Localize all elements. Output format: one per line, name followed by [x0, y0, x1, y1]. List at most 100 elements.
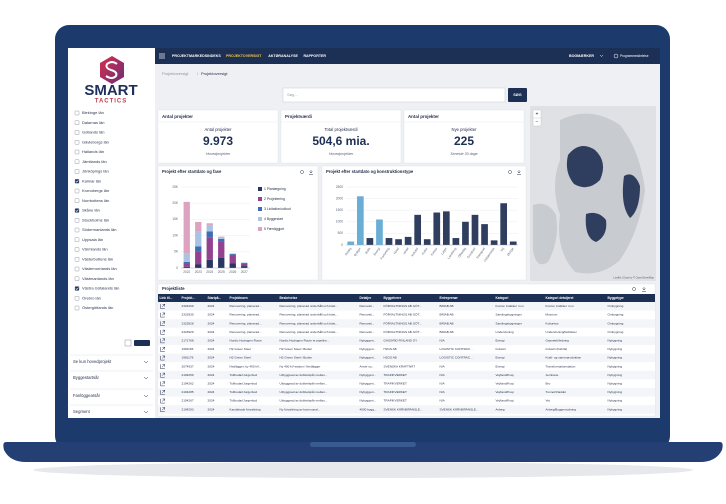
region-label[interactable]: Örebro län: [82, 295, 101, 300]
column-header[interactable]: Byggetype: [608, 296, 625, 300]
row-link-icon[interactable]: [160, 321, 165, 326]
table-row[interactable]: [158, 379, 655, 388]
row-link-icon[interactable]: [160, 355, 165, 361]
row-link-icon[interactable]: [160, 329, 165, 335]
column-header[interactable]: Byggeherre: [384, 296, 402, 300]
region-label[interactable]: Östergötlands län: [82, 305, 113, 310]
region-checkbox[interactable]: [74, 198, 80, 203]
zoom-in[interactable]: +: [536, 111, 539, 117]
region-label[interactable]: Norrbottens län: [82, 198, 109, 203]
row-link-icon[interactable]: [160, 347, 165, 352]
region-label[interactable]: Hallands län: [82, 149, 104, 154]
region-checkbox[interactable]: [74, 130, 80, 135]
column-header[interactable]: Kategori detaljeret: [546, 296, 575, 300]
row-link-icon[interactable]: [160, 364, 165, 369]
row-link-icon[interactable]: [160, 407, 165, 412]
chart-download-icon[interactable]: [517, 170, 521, 175]
region-label[interactable]: Stockholms län: [82, 217, 109, 222]
region-label[interactable]: Dalarnas län: [82, 120, 104, 125]
breadcrumb-item[interactable]: Projektoversigt: [162, 71, 189, 76]
table-download-icon[interactable]: [642, 287, 646, 292]
region-checkbox[interactable]: [74, 266, 80, 272]
table-row[interactable]: [158, 396, 655, 406]
nav-item[interactable]: AKTØRANALYSE: [268, 54, 298, 58]
search-input[interactable]: [282, 87, 506, 103]
region-checkbox[interactable]: [74, 169, 80, 174]
filter-label[interactable]: Fanlöggearsår: [73, 393, 101, 398]
table-row[interactable]: [158, 345, 655, 354]
row-link-icon[interactable]: [160, 381, 165, 387]
filter-label[interactable]: Segment: [73, 409, 91, 414]
row-link-icon[interactable]: [160, 390, 165, 395]
region-checkbox[interactable]: [74, 140, 80, 145]
nav-item[interactable]: RAPPORTER: [303, 54, 326, 58]
search-button[interactable]: [508, 88, 527, 102]
filter-label[interactable]: Se kun hovedprojekt: [73, 359, 112, 364]
clear-button[interactable]: [124, 339, 132, 347]
region-label[interactable]: Jönköpings län: [82, 169, 109, 174]
apply-button[interactable]: [134, 340, 150, 346]
region-label[interactable]: Uppsala län: [82, 237, 103, 242]
table-row[interactable]: [158, 327, 655, 337]
region-checkbox[interactable]: [74, 296, 80, 301]
column-header[interactable]: Link til...: [160, 296, 173, 300]
region-label[interactable]: Västernorrlands län: [82, 266, 117, 271]
zoom-out[interactable]: −: [536, 119, 539, 125]
chart-zoom-icon[interactable]: [508, 170, 512, 174]
bookmarks[interactable]: BOGMÆRKER: [569, 54, 594, 58]
column-header[interactable]: Beskrivelse: [280, 296, 298, 300]
table-row[interactable]: [158, 319, 655, 328]
row-link-icon[interactable]: [160, 304, 165, 309]
column-header[interactable]: Kategori: [496, 296, 509, 300]
menu-icon[interactable]: [159, 53, 165, 59]
region-label[interactable]: Södermanlands län: [82, 227, 116, 232]
table-row[interactable]: [158, 370, 655, 380]
region-label[interactable]: Västerbottens län: [82, 256, 113, 261]
region-checkbox[interactable]: [74, 120, 80, 125]
nav-item[interactable]: PROJEKTOVERSIGT: [226, 54, 262, 58]
region-checkbox[interactable]: [74, 286, 80, 291]
column-header[interactable]: Detaljer: [360, 296, 372, 300]
region-label[interactable]: Västmanlands län: [82, 276, 114, 281]
column-header[interactable]: Projektnavn: [230, 296, 248, 300]
column-header[interactable]: Startpå...: [208, 296, 222, 300]
table-row[interactable]: [158, 353, 655, 363]
filter-label[interactable]: Byggestartsår: [73, 375, 99, 380]
nav-item[interactable]: PROJEKTMARKEDSINDEKS: [172, 54, 221, 58]
region-checkbox[interactable]: [74, 159, 80, 164]
chart-download-icon[interactable]: [309, 170, 313, 175]
region-label[interactable]: Jämtlands län: [82, 159, 107, 164]
table-row[interactable]: [158, 405, 655, 414]
region-label[interactable]: Västra Götalands län: [82, 286, 119, 291]
region-checkbox[interactable]: [74, 218, 80, 223]
region-checkbox[interactable]: [74, 188, 80, 194]
region-checkbox[interactable]: [74, 276, 80, 281]
column-header[interactable]: Projekt...: [182, 296, 196, 300]
region-label[interactable]: Gävleborgs län: [82, 139, 109, 144]
region-checkbox[interactable]: [74, 149, 80, 155]
row-link-icon[interactable]: [160, 338, 165, 344]
region-checkbox[interactable]: [74, 247, 80, 252]
table-row[interactable]: [158, 336, 655, 345]
region-label[interactable]: Kalmar län: [82, 178, 101, 183]
region-label[interactable]: Värmlands län: [82, 247, 108, 252]
region-checkbox[interactable]: [74, 237, 80, 242]
region-checkbox[interactable]: [74, 227, 80, 233]
table-row[interactable]: [158, 302, 655, 311]
table-search-icon[interactable]: [632, 287, 636, 291]
user-menu[interactable]: Programmeddelelse: [620, 54, 649, 58]
chart-zoom-icon[interactable]: [300, 170, 304, 174]
region-checkbox[interactable]: [74, 257, 80, 262]
region-label[interactable]: Gotlands län: [82, 130, 104, 135]
row-link-icon[interactable]: [160, 372, 165, 378]
region-checkbox[interactable]: [74, 179, 80, 184]
table-row[interactable]: [158, 388, 655, 397]
region-label[interactable]: Skåne län: [82, 208, 100, 213]
row-link-icon[interactable]: [160, 312, 165, 318]
row-link-icon[interactable]: [160, 398, 165, 404]
table-row[interactable]: [158, 310, 655, 320]
region-checkbox[interactable]: [74, 305, 80, 311]
table-row[interactable]: [158, 362, 655, 371]
column-header[interactable]: Entreprenør: [440, 296, 459, 300]
region-checkbox[interactable]: [74, 110, 80, 116]
